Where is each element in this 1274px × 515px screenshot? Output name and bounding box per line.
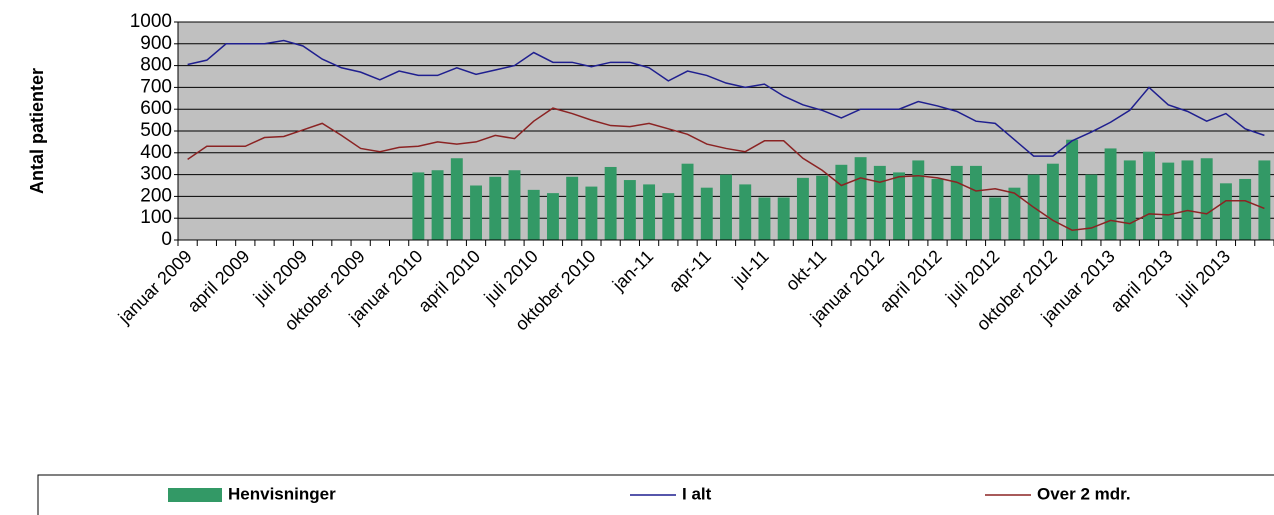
y-tick-label: 900	[140, 33, 172, 54]
bar	[931, 178, 944, 240]
bar	[412, 172, 425, 240]
bar	[1085, 174, 1098, 240]
bar	[508, 170, 521, 240]
legend-swatch	[168, 488, 222, 502]
bar	[604, 166, 617, 240]
y-tick-label: 600	[140, 98, 172, 119]
legend-label: Over 2 mdr.	[1037, 484, 1131, 503]
bar	[489, 176, 502, 240]
bar	[450, 158, 463, 240]
y-tick-label: 100	[140, 207, 172, 228]
bar	[431, 170, 444, 240]
bar	[1143, 151, 1155, 240]
y-tick-label: 500	[140, 120, 172, 141]
bar	[1104, 148, 1117, 240]
line	[187, 39, 1265, 157]
legend-label: I alt	[682, 484, 712, 503]
bar	[1181, 160, 1194, 240]
bar	[700, 187, 713, 240]
bar	[546, 193, 559, 240]
bar	[720, 174, 732, 240]
y-tick-label: 200	[140, 185, 172, 206]
bar	[585, 186, 598, 240]
legend-label: Henvisninger	[228, 484, 336, 503]
bar	[873, 165, 886, 240]
bar	[566, 176, 579, 240]
bar	[1046, 163, 1059, 240]
bar	[1066, 139, 1079, 240]
bar	[893, 172, 906, 240]
y-tick-label: 300	[140, 164, 172, 185]
bar	[1258, 160, 1271, 240]
bar	[1200, 158, 1213, 240]
bar	[470, 185, 482, 240]
bar	[527, 189, 540, 240]
bar	[643, 184, 656, 240]
bar	[835, 164, 848, 240]
y-tick-label: 800	[140, 55, 172, 76]
bar	[970, 165, 982, 240]
bar	[796, 177, 809, 240]
bar	[1123, 160, 1136, 240]
bar	[950, 165, 963, 240]
bar	[1162, 162, 1175, 240]
y-tick-label: 400	[140, 142, 172, 163]
bar	[816, 175, 829, 240]
y-axis-label: Antal patienter	[27, 68, 47, 194]
bar	[681, 163, 694, 240]
line	[187, 107, 1265, 231]
bar	[1219, 183, 1232, 240]
bar	[777, 197, 790, 240]
y-tick-label: 1000	[130, 11, 172, 32]
y-tick-label: 0	[161, 229, 172, 250]
bar	[912, 160, 925, 240]
bar	[854, 157, 867, 240]
bar	[989, 197, 1002, 240]
bar	[1239, 178, 1252, 240]
bar	[623, 180, 636, 240]
bar	[758, 197, 771, 240]
y-tick-label: 700	[140, 76, 172, 97]
bar	[662, 193, 675, 240]
bar	[739, 184, 752, 240]
bar	[1008, 187, 1021, 240]
